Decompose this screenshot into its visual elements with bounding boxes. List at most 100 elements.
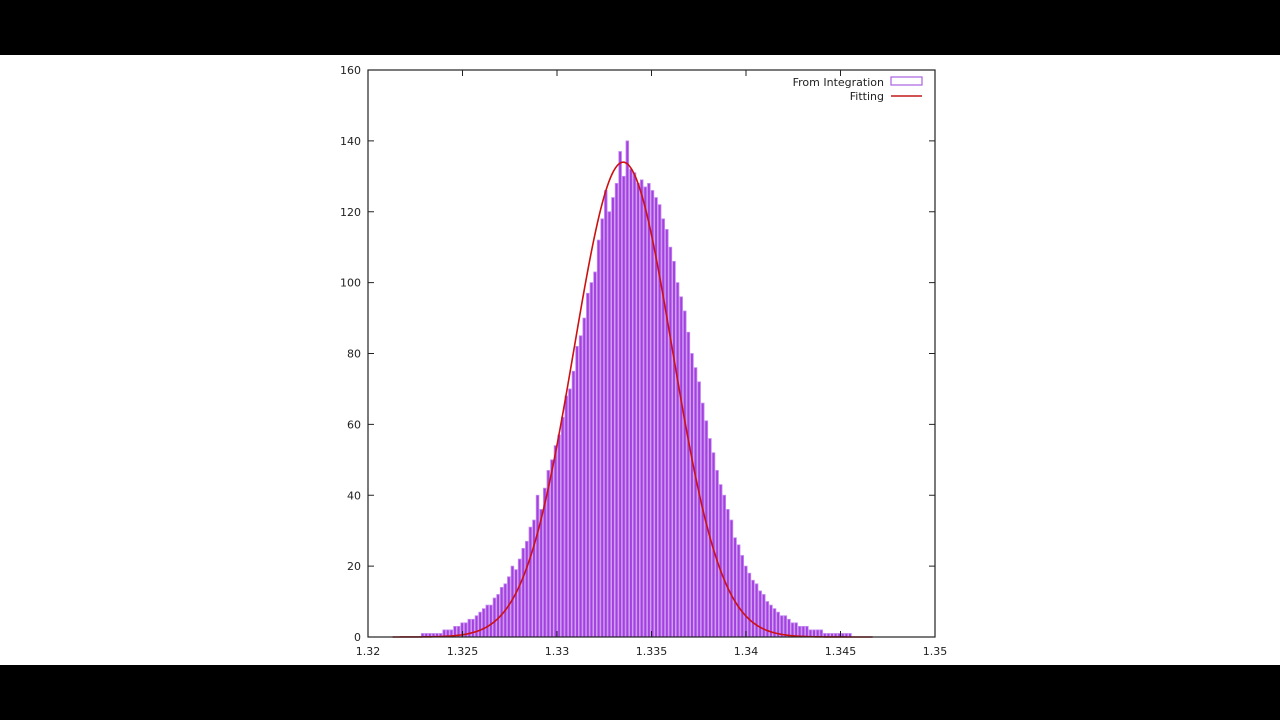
histogram-bar: [650, 190, 655, 638]
histogram-bar: [729, 519, 734, 638]
histogram-bar: [578, 335, 583, 638]
y-tick-label: 40: [347, 489, 361, 502]
legend: From Integration Fitting: [793, 76, 923, 103]
histogram-bar: [575, 346, 579, 638]
histogram-bar: [744, 565, 748, 638]
histogram-bar: [668, 246, 673, 638]
x-tick-label: 1.34: [734, 645, 759, 658]
histogram-bar: [629, 168, 633, 638]
histogram-bar: [614, 182, 619, 638]
histogram-bar: [528, 526, 533, 638]
histogram-bar: [805, 625, 809, 638]
x-tick-label: 1.35: [923, 645, 948, 658]
histogram-bar: [726, 509, 730, 638]
legend-label-fitting: Fitting: [850, 90, 884, 103]
histogram-bar: [632, 172, 637, 638]
histogram-bar: [815, 629, 820, 638]
histogram-bar: [819, 629, 823, 638]
histogram-bar: [701, 402, 705, 638]
histogram-bar: [607, 211, 612, 638]
histogram-bar: [740, 555, 744, 638]
histogram-bar: [683, 310, 687, 638]
histogram-bar: [736, 544, 741, 638]
histogram-bar: [489, 604, 493, 638]
histogram-bar: [733, 537, 737, 638]
histogram-bar: [715, 470, 719, 638]
histogram-bar: [661, 218, 665, 638]
y-tick-label: 160: [340, 64, 361, 77]
histogram-bar: [686, 331, 691, 638]
histogram-bar: [517, 558, 522, 638]
y-tick-label: 140: [340, 135, 361, 148]
histogram-bar: [636, 182, 640, 638]
histogram-bar: [474, 615, 479, 638]
y-axis: 0 20 40 60 80 100 120 140 160: [340, 64, 935, 644]
histogram-bar: [643, 186, 648, 638]
histogram-bar: [604, 190, 608, 638]
histogram-bar: [697, 381, 701, 638]
histogram-bar: [611, 197, 615, 638]
x-tick-label: 1.335: [636, 645, 668, 658]
y-tick-label: 100: [340, 277, 361, 290]
histogram-bar: [596, 239, 601, 638]
histogram-bar: [618, 151, 622, 638]
histogram-bar: [679, 296, 683, 638]
histogram-bar: [758, 590, 762, 638]
histogram-bar: [532, 519, 536, 638]
histogram-bar: [593, 271, 597, 638]
histogram-bar: [647, 182, 651, 638]
histogram-bar: [693, 367, 698, 638]
y-tick-label: 20: [347, 560, 361, 573]
histogram-bar: [589, 282, 594, 638]
legend-swatch-integration: [890, 76, 923, 86]
histogram-bar: [539, 509, 543, 638]
histogram-bar: [787, 618, 791, 638]
x-tick-label: 1.345: [825, 645, 857, 658]
histogram-bar: [478, 611, 482, 638]
histogram-bar: [514, 569, 518, 638]
histogram-bar: [560, 416, 565, 638]
x-tick-label: 1.32: [356, 645, 381, 658]
histogram-chart: 0 20 40 60 80 100 120 140 160 1.32 1.325 1.33 1.335…: [340, 64, 948, 658]
histogram-bar: [485, 604, 490, 638]
histogram-bar: [499, 586, 504, 638]
histogram-bar: [586, 292, 590, 638]
x-tick-label: 1.33: [545, 645, 570, 658]
x-axis: 1.32 1.325 1.33 1.335 1.34 1.345 1.35: [356, 70, 948, 658]
y-tick-label: 60: [347, 418, 361, 431]
histogram-bar: [600, 218, 604, 638]
histogram-bars: [420, 140, 852, 638]
legend-label-integration: From Integration: [793, 76, 884, 89]
histogram-bar: [625, 140, 630, 638]
histogram-bar: [751, 579, 755, 638]
histogram-bar: [471, 618, 475, 638]
histogram-bar: [639, 179, 644, 638]
histogram-bar: [481, 608, 486, 638]
histogram-bar: [535, 494, 540, 638]
histogram-bar: [665, 229, 669, 638]
histogram-bar: [762, 594, 766, 638]
fitting-curve: [392, 161, 873, 638]
y-tick-label: 0: [354, 631, 361, 644]
histogram-bar: [754, 583, 759, 638]
histogram-bar: [568, 388, 572, 638]
histogram-bar: [718, 484, 723, 638]
histogram-bar: [550, 459, 554, 638]
plot-canvas: 0 20 40 60 80 100 120 140 160 1.32 1.325 1.33 1.335…: [0, 55, 1280, 665]
histogram-bar: [496, 594, 500, 638]
histogram-bar: [783, 615, 788, 638]
histogram-bar: [621, 175, 626, 638]
histogram-bar: [690, 353, 694, 638]
histogram-bar: [675, 282, 680, 638]
histogram-bar: [492, 597, 497, 638]
histogram-bar: [564, 395, 569, 638]
histogram-bar: [521, 548, 525, 638]
histogram-bar: [747, 572, 752, 638]
histogram-bar: [801, 625, 806, 638]
histogram-bar: [722, 494, 727, 638]
y-tick-label: 80: [347, 348, 361, 361]
histogram-bar: [525, 540, 529, 638]
histogram-bar: [672, 260, 676, 638]
histogram-bar: [794, 622, 798, 638]
y-tick-label: 120: [340, 206, 361, 219]
